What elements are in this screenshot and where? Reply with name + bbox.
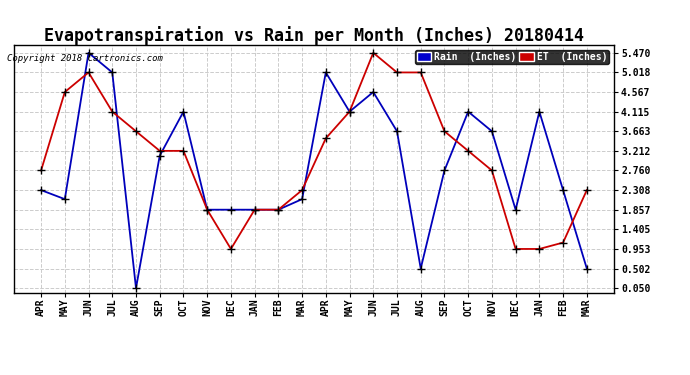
Text: Copyright 2018 Cartronics.com: Copyright 2018 Cartronics.com	[7, 54, 163, 63]
Legend: Rain  (Inches), ET  (Inches): Rain (Inches), ET (Inches)	[415, 50, 609, 64]
Title: Evapotranspiration vs Rain per Month (Inches) 20180414: Evapotranspiration vs Rain per Month (In…	[44, 26, 584, 45]
